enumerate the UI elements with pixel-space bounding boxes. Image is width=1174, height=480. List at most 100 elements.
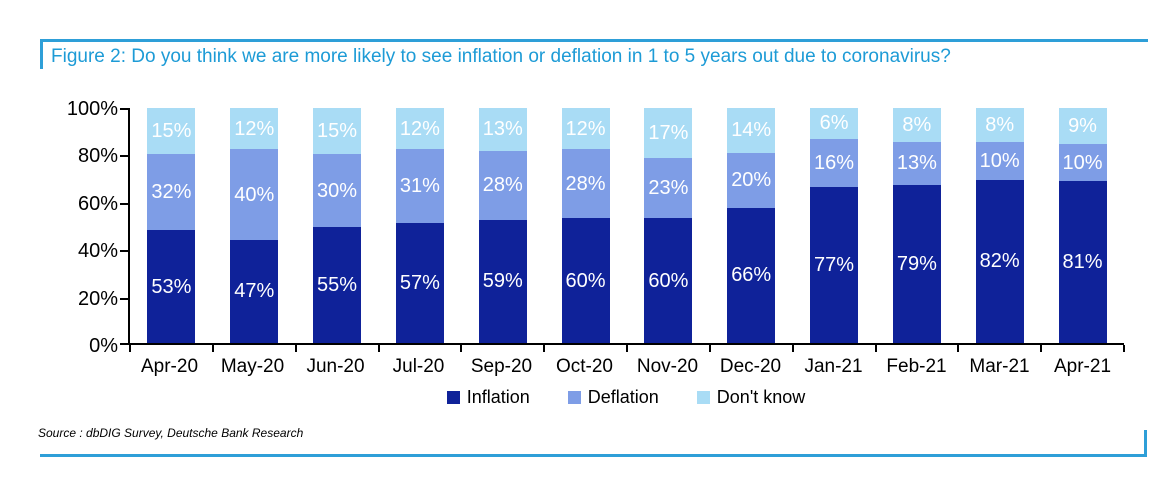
x-axis-labels: Apr-20 May-20 Jun-20 Jul-20 Sep-20 Oct-20 Nov-…: [128, 356, 1124, 378]
bar-segment-don-t-know: 12%: [561, 108, 610, 149]
bar-value-label: 17%: [648, 121, 689, 144]
legend-swatch-icon: [696, 391, 710, 404]
bar-segment-inflation: 57%: [395, 223, 444, 343]
bar-segment-inflation: 60%: [644, 218, 693, 343]
legend-swatch-icon: [446, 391, 460, 404]
bar-segment-don-t-know: 8%: [975, 108, 1024, 142]
bar-group-jun-20: 55% 30% 15%: [296, 108, 379, 343]
bar-group-oct-20: 60% 28% 12%: [544, 108, 627, 343]
bar-value-label: 12%: [565, 117, 606, 140]
figure-title: Figure 2: Do you think we are more likel…: [51, 46, 951, 67]
stacked-bar: 57% 31% 12%: [395, 108, 444, 343]
bottom-rule: [40, 454, 1147, 457]
bar-segment-deflation: 30%: [313, 154, 362, 227]
bar-group-sep-20: 59% 28% 13%: [461, 108, 544, 343]
bar-group-feb-21: 79% 13% 8%: [875, 108, 958, 343]
stacked-bar: 77% 16% 6%: [810, 108, 859, 343]
legend-item-inflation: Inflation: [446, 387, 530, 408]
x-tick: [791, 345, 794, 352]
y-tick-label: 80%: [77, 145, 118, 168]
title-top-rule: [40, 39, 1148, 42]
bar-value-label: 10%: [1062, 151, 1103, 174]
bar-value-label: 28%: [565, 172, 606, 195]
bar-value-label: 15%: [317, 120, 358, 143]
x-tick: [377, 345, 380, 352]
plot-area: 53% 32% 15% 47% 40% 12% 55% 30% 15% 57% 31% 12% 59% 2…: [67, 99, 1125, 356]
bar-value-label: 40%: [234, 183, 275, 206]
x-tick: [957, 345, 960, 352]
y-tick: [120, 155, 128, 158]
x-axis-label-dec-20: Dec-20: [719, 356, 782, 377]
bar-value-label: 14%: [731, 119, 772, 142]
bar-segment-don-t-know: 12%: [395, 108, 444, 149]
x-axis-label-oct-20: Oct-20: [555, 356, 614, 377]
x-tick: [211, 345, 214, 352]
y-tick: [120, 108, 128, 110]
x-tick: [294, 345, 297, 352]
bar-value-label: 60%: [648, 269, 689, 292]
x-tick: [708, 345, 711, 352]
bar-segment-deflation: 20%: [727, 152, 776, 208]
x-tick: [1040, 345, 1043, 352]
legend-label: Deflation: [587, 387, 659, 407]
bar-segment-inflation: 53%: [147, 230, 196, 343]
bar-value-label: 8%: [985, 114, 1015, 136]
x-axis-label-mar-21: Mar-21: [969, 356, 1030, 377]
x-axis-label-may-20: May-20: [220, 356, 285, 377]
source-note: Source : dbDIG Survey, Deutsche Bank Res…: [38, 426, 304, 440]
bar-segment-deflation: 10%: [975, 142, 1024, 180]
legend-label: Don't know: [716, 387, 806, 407]
bar-segment-deflation: 40%: [230, 149, 279, 240]
bar-segment-deflation: 32%: [147, 154, 196, 231]
bar-segment-deflation: 16%: [810, 138, 859, 187]
legend-item-deflation: Deflation: [567, 387, 659, 408]
bar-value-label: 23%: [648, 176, 689, 199]
y-tick: [120, 297, 128, 300]
bar-segment-inflation: 81%: [1058, 181, 1107, 343]
bar-value-label: 66%: [731, 264, 772, 287]
bar-value-label: 10%: [979, 149, 1020, 172]
x-axis-label-sep-20: Sep-20: [470, 356, 533, 377]
bar-group-mar-21: 82% 10% 8%: [958, 108, 1041, 343]
x-tick: [129, 345, 131, 352]
bar-segment-inflation: 59%: [478, 219, 527, 343]
bar-segment-don-t-know: 9%: [1058, 108, 1107, 144]
bar-segment-don-t-know: 17%: [644, 108, 693, 158]
stacked-bar: 60% 28% 12%: [561, 108, 610, 343]
bar-segment-inflation: 55%: [313, 226, 362, 343]
bar-value-label: 9%: [1068, 114, 1097, 137]
bar-value-label: 12%: [234, 117, 275, 140]
bar-group-may-20: 47% 40% 12%: [213, 108, 296, 343]
bar-segment-inflation: 82%: [975, 179, 1024, 343]
x-tick: [874, 345, 877, 352]
stacked-bar: 79% 13% 8%: [892, 108, 941, 343]
bar-value-label: 32%: [151, 181, 192, 204]
bar-segment-inflation: 47%: [230, 239, 279, 343]
y-tick-label: 20%: [77, 287, 118, 310]
bar-group-apr-20: 53% 32% 15%: [130, 108, 213, 343]
bar-segment-deflation: 28%: [478, 150, 527, 220]
y-tick: [120, 202, 128, 205]
bar-segment-don-t-know: 15%: [313, 108, 362, 155]
y-tick: [120, 343, 128, 345]
bar-segment-don-t-know: 6%: [810, 108, 859, 139]
bar-value-label: 55%: [317, 273, 358, 296]
stacked-bar: 47% 40% 12%: [230, 108, 279, 343]
bars-container: 53% 32% 15% 47% 40% 12% 55% 30% 15% 57% 31% 12% 59% 2…: [130, 108, 1124, 343]
stacked-bar: 53% 32% 15%: [147, 108, 196, 343]
bar-value-label: 13%: [482, 118, 523, 141]
x-axis-label-feb-21: Feb-21: [886, 356, 947, 377]
bar-segment-don-t-know: 13%: [478, 108, 527, 151]
x-tick: [626, 345, 628, 352]
bar-segment-deflation: 28%: [561, 149, 610, 218]
stacked-bar: 60% 23% 17%: [644, 108, 693, 343]
stacked-bar: 82% 10% 8%: [975, 108, 1024, 343]
x-tick: [543, 345, 546, 352]
legend: Inflation Deflation Don't know: [128, 387, 1124, 408]
x-axis-label-apr-21: Apr-21: [1053, 356, 1112, 377]
bar-segment-deflation: 23%: [644, 157, 693, 218]
bar-value-label: 57%: [399, 272, 440, 295]
bar-segment-don-t-know: 14%: [727, 108, 776, 153]
bar-value-label: 47%: [234, 280, 275, 303]
bar-value-label: 79%: [896, 252, 937, 275]
